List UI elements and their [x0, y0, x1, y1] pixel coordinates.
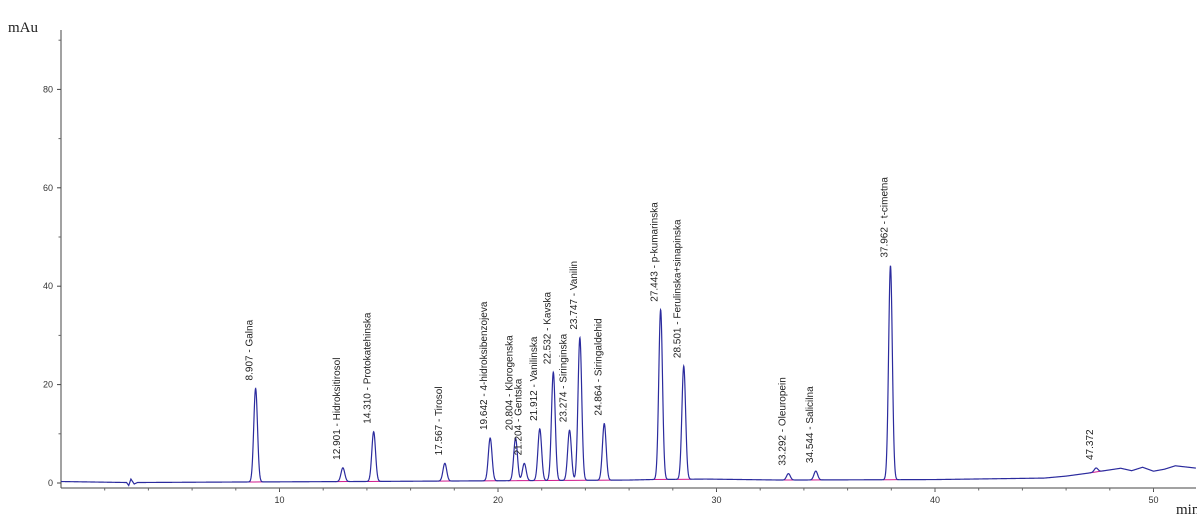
peak-label: 17.567 - Tirosol: [434, 386, 445, 455]
peak-label: 19.642 - 4-hidroksibenzojeva: [479, 301, 490, 430]
peak-label: 8.907 - Galna: [245, 319, 256, 380]
peak-label: 14.310 - Protokatehinska: [363, 312, 374, 424]
chromatogram-trace: [60, 265, 1196, 487]
peak-label: 23.747 - Vanilin: [569, 261, 580, 330]
y-tick-label: 80: [43, 84, 53, 94]
peak-label: 24.864 - Siringaldehid: [593, 318, 604, 415]
y-tick-label: 20: [43, 380, 53, 390]
peak-label: 33.292 - Oleuropein: [777, 377, 788, 465]
x-tick-label: 20: [493, 495, 503, 505]
y-tick-label: 40: [43, 281, 53, 291]
peak-label: 37.962 - t-cimetna: [879, 177, 890, 258]
integration-baseline: [247, 470, 1104, 483]
x-tick-label: 40: [930, 495, 940, 505]
peak-label: 27.443 - p-kumarinska: [650, 202, 661, 302]
y-axis-label: mAu: [8, 20, 39, 36]
peak-label: 23.274 - Siringinska: [559, 333, 570, 422]
axis-ticks: 10 20 30 40 50 0 20 40 60 80: [43, 39, 1159, 505]
y-tick-label: 60: [43, 183, 53, 193]
peak-label: 28.501 - Ferulinska+sinapinska: [673, 219, 684, 358]
peak-labels: 8.907 - Galna 12.901 - Hidroksitirosol 14.…: [245, 177, 1096, 466]
peak-label: 20.804 - Klorogenska: [505, 335, 516, 431]
x-tick-label: 50: [1148, 495, 1158, 505]
peak-label: 12.901 - Hidroksitirosol: [332, 358, 343, 460]
x-tick-label: 30: [711, 495, 721, 505]
peak-label: 34.544 - Salicilna: [805, 386, 816, 463]
peak-label: 21.912 - Vanilinska: [529, 336, 540, 421]
peak-label: 47.372: [1085, 429, 1096, 460]
x-axis-label: min: [1176, 502, 1197, 517]
x-tick-label: 10: [274, 495, 284, 505]
peak-label: 22.532 - Kavska: [542, 292, 553, 365]
peak-label: 21.204 - Gentska: [513, 378, 524, 455]
y-tick-label: 0: [48, 478, 53, 488]
